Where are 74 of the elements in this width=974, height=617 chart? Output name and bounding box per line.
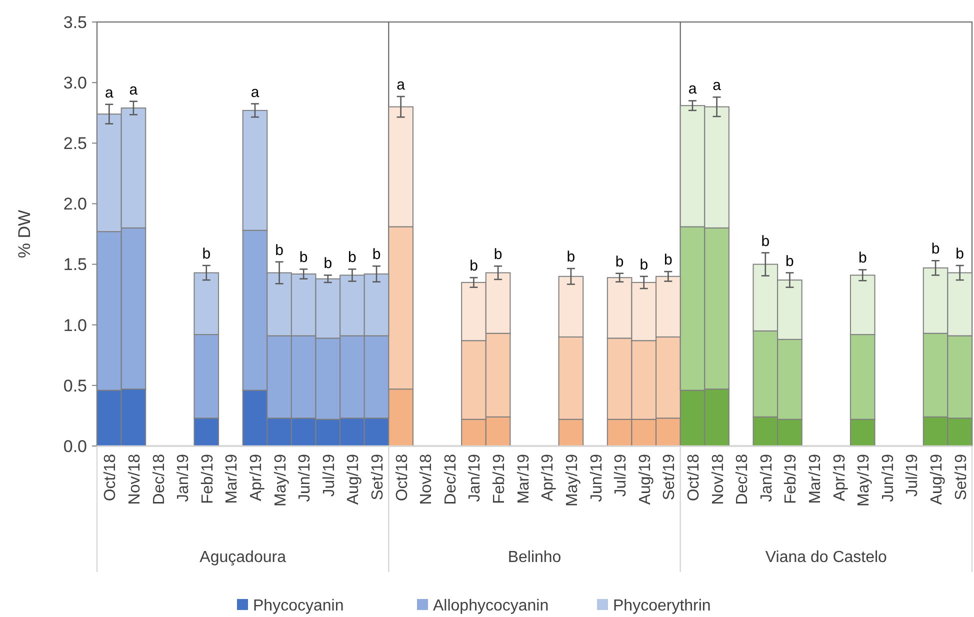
data-label: a <box>396 76 406 94</box>
data-label: a <box>250 84 260 101</box>
data-label: b <box>931 240 940 258</box>
data-label: b <box>664 252 672 269</box>
y-tick-label: 0.5 <box>63 376 87 396</box>
x-tick-label: Aug/19 <box>636 454 654 505</box>
y-tick-label: 3.5 <box>63 12 87 32</box>
data-label: a <box>688 80 698 98</box>
data-label: b <box>494 246 502 264</box>
legend-label: Phycoerythrin <box>613 598 711 615</box>
x-tick-label: Oct/18 <box>394 454 411 502</box>
data-label: b <box>858 250 867 267</box>
x-tick-label: Nov/18 <box>710 454 727 505</box>
x-tick-label: May/19 <box>856 454 873 506</box>
data-label: a <box>104 84 114 102</box>
x-tick-label: Jun/19 <box>588 454 606 502</box>
data-label: b <box>470 258 478 275</box>
data-label: b <box>786 252 794 270</box>
data-label: b <box>566 248 576 266</box>
data-label: b <box>324 255 332 272</box>
x-tick-label: Oct/18 <box>102 454 120 502</box>
data-label: b <box>640 256 648 274</box>
data-label: b <box>202 245 211 262</box>
x-tick-label: Feb/19 <box>199 454 216 504</box>
x-tick-label: Set/19 <box>370 454 387 500</box>
x-tick-label: Jun/19 <box>296 454 314 502</box>
x-tick-label: Dec/18 <box>150 454 168 505</box>
x-tick-label: Jul/19 <box>904 454 922 497</box>
x-tick-label: Aug/19 <box>345 454 362 505</box>
x-tick-label: Dec/18 <box>442 454 460 505</box>
y-tick-label: 2.5 <box>63 134 87 154</box>
y-tick-label: 3.0 <box>63 74 87 93</box>
y-tick-label: 1.5 <box>63 255 87 274</box>
data-label: b <box>348 249 356 266</box>
data-label: a <box>712 77 722 94</box>
x-tick-label: May/19 <box>564 454 581 506</box>
text: Aguçadoura <box>200 549 286 566</box>
data-label: b <box>956 245 964 262</box>
x-tick-label: Jul/19 <box>320 454 338 497</box>
x-tick-label: Mar/19 <box>807 454 824 504</box>
y-tick-label: 2.0 <box>63 194 87 214</box>
x-tick-label: Mar/19 <box>224 454 241 504</box>
x-tick-label: Apr/19 <box>540 454 557 502</box>
data-label: a <box>129 81 138 98</box>
x-tick-label: May/19 <box>272 454 290 506</box>
legend-label: Phycocyanin <box>253 598 344 615</box>
data-label: b <box>761 232 770 250</box>
data-label: b <box>299 249 308 266</box>
y-tick-label: 0.0 <box>63 436 87 456</box>
x-tick-label: Feb/19 <box>782 454 800 504</box>
data-label: b <box>275 242 284 259</box>
x-tick-label: Set/19 <box>661 454 678 500</box>
x-tick-label: Jan/19 <box>175 454 192 502</box>
y-tick-label: 1.0 <box>63 316 87 335</box>
x-tick-label: Jan/19 <box>758 454 776 502</box>
data-label: b <box>372 246 381 264</box>
text: Belinho <box>508 549 562 566</box>
text: Viana do Castelo <box>765 549 888 566</box>
x-tick-label: Nov/18 <box>126 454 144 505</box>
x-tick-label: Apr/19 <box>248 454 265 502</box>
x-tick-label: Apr/19 <box>831 454 848 502</box>
y-axis-title: % DW <box>15 210 34 258</box>
data-label: b <box>615 253 624 270</box>
x-tick-label: Oct/18 <box>685 454 702 502</box>
x-tick-label: Aug/19 <box>928 454 946 505</box>
x-tick-label: Feb/19 <box>491 454 508 504</box>
x-tick-label: Dec/18 <box>734 454 752 505</box>
x-tick-label: Nov/18 <box>418 454 436 505</box>
x-tick-label: Jan/19 <box>466 454 484 502</box>
x-tick-label: Set/19 <box>952 454 970 500</box>
x-tick-label: Mar/19 <box>515 454 532 504</box>
x-tick-label: Jun/19 <box>880 454 897 502</box>
x-tick-label: Jul/19 <box>612 454 630 497</box>
legend-label: Allophycocyanin <box>433 598 549 615</box>
